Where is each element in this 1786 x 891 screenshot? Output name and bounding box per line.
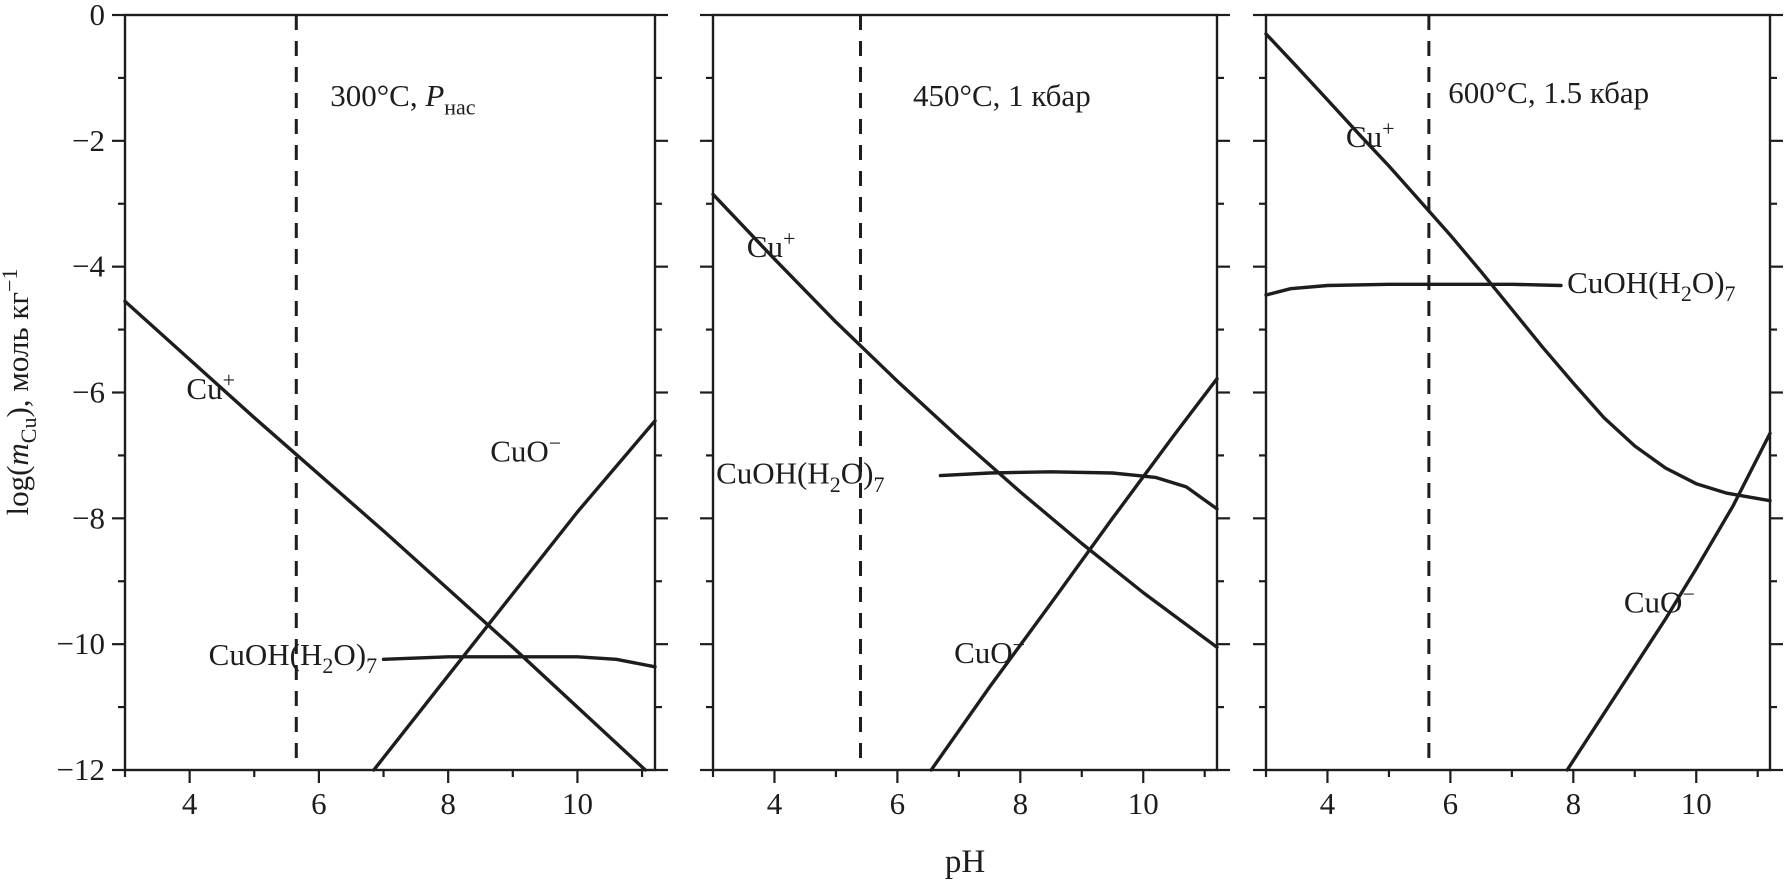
panel-1-title: 300°C, Pнас <box>330 78 476 119</box>
panel-1-series-cuoh-h2o-7 <box>381 655 657 669</box>
panel-3-ticks <box>1253 13 1783 783</box>
panel-1-ticks <box>112 13 668 783</box>
panel-1-label-cuo-minus: CuO− <box>490 431 561 469</box>
panel-1-frame <box>123 13 657 772</box>
panel-2-label-cu-plus: Cu+ <box>747 226 796 264</box>
ytick-label-4: −8 <box>72 500 105 535</box>
panel-3-frame <box>1264 13 1772 772</box>
panel-3-series-cuo-minus <box>1565 431 1772 772</box>
panel-1-xtick-label-8: 8 <box>440 786 456 821</box>
panel-1-curves <box>123 299 657 772</box>
panel-1-xtick-label-4: 4 <box>182 786 198 821</box>
panel-1: 4 6 8 10 0 −2 −4 −6 −8 −10 −12 300°C, Pнас Cu+ CuO− Cu… <box>57 0 668 821</box>
panel-1-series-cu-plus <box>123 299 647 772</box>
panel-2-series-cu-plus <box>711 192 1219 649</box>
panel-1-series-cuo-minus <box>372 419 657 772</box>
panel-3-label-cuo-minus: CuO− <box>1624 582 1695 620</box>
panel-3-label-cu-plus: Cu+ <box>1346 116 1395 154</box>
panel-3-series-cuoh-h2o-7 <box>1264 282 1563 297</box>
panel-1-xtick-label-10: 10 <box>562 786 593 821</box>
panel-3-series-cu-plus <box>1264 32 1772 503</box>
panel-2-frame <box>711 13 1219 772</box>
panel-3-xtick-label-4: 4 <box>1320 786 1336 821</box>
ytick-label-5: −10 <box>57 626 105 661</box>
panel-2-title: 450°C, 1 кбар <box>913 78 1091 113</box>
ytick-label-3: −6 <box>72 375 105 410</box>
panel-2-curves <box>711 192 1219 772</box>
panel-2-label-cuo-minus: CuO− <box>954 632 1025 670</box>
panel-2-series-cuo-minus <box>929 377 1219 772</box>
panel-3-title: 600°C, 1.5 кбар <box>1448 75 1649 110</box>
ytick-label-1: −2 <box>72 123 105 158</box>
panel-3-curves <box>1264 32 1772 772</box>
panel-2-label-cuoh-h2o-7: CuOH(H2O)7 <box>716 456 884 497</box>
panel-2: 4 6 8 10 450°C, 1 кбар Cu+ CuOH(H2O)7 CuO− <box>700 13 1230 821</box>
panel-1-label-cuoh-h2o-7: CuOH(H2O)7 <box>209 637 377 678</box>
panel-2-xtick-label-8: 8 <box>1013 786 1029 821</box>
panel-2-xtick-label-10: 10 <box>1128 786 1159 821</box>
panel-2-xtick-label-4: 4 <box>767 786 783 821</box>
y-axis-label: log(mCu), моль кг−1 <box>0 268 41 515</box>
panel-2-series-cuoh-h2o-7 <box>938 470 1219 511</box>
panel-3-xtick-label-6: 6 <box>1443 786 1459 821</box>
panel-3: 4 6 8 10 600°C, 1.5 кбар Cu+ CuOH(H2O)7 CuO− <box>1253 13 1783 821</box>
ytick-label-2: −4 <box>72 249 105 284</box>
panel-3-xtick-label-8: 8 <box>1566 786 1582 821</box>
panel-3-xtick-label-10: 10 <box>1681 786 1712 821</box>
x-axis-label: pH <box>945 844 985 880</box>
panel-3-label-cuoh-h2o-7: CuOH(H2O)7 <box>1567 265 1735 306</box>
ytick-label-0: 0 <box>90 0 106 32</box>
panel-1-xtick-label-6: 6 <box>311 786 327 821</box>
panel-2-xtick-label-6: 6 <box>890 786 906 821</box>
panel-1-label-cu-plus: Cu+ <box>186 368 235 406</box>
ytick-label-6: −12 <box>57 752 105 787</box>
